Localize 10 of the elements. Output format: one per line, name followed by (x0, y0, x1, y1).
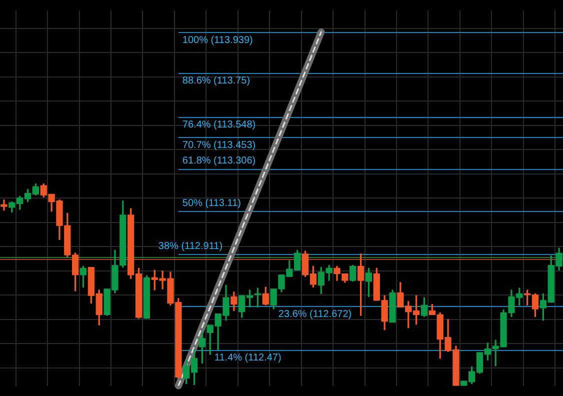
ref-line-label: 38% (112.911) (158, 241, 223, 252)
ref-line-label: 76.4% (113.548) (182, 119, 256, 130)
ref-line-label: 23.6% (112.672) (278, 308, 352, 320)
ref-line-label: 88.6% (113.75) (182, 76, 250, 87)
ref-line-label: 11.4% (112.47) (214, 352, 282, 364)
ref-line-label: 70.7% (113.453) (182, 140, 256, 151)
candlestick (0, 200, 8, 211)
ref-line-label: 61.8% (113.306) (182, 156, 256, 167)
ref-line-label: 50% (113.11) (182, 198, 241, 210)
ref-line-label: 100% (113.939) (182, 34, 253, 46)
